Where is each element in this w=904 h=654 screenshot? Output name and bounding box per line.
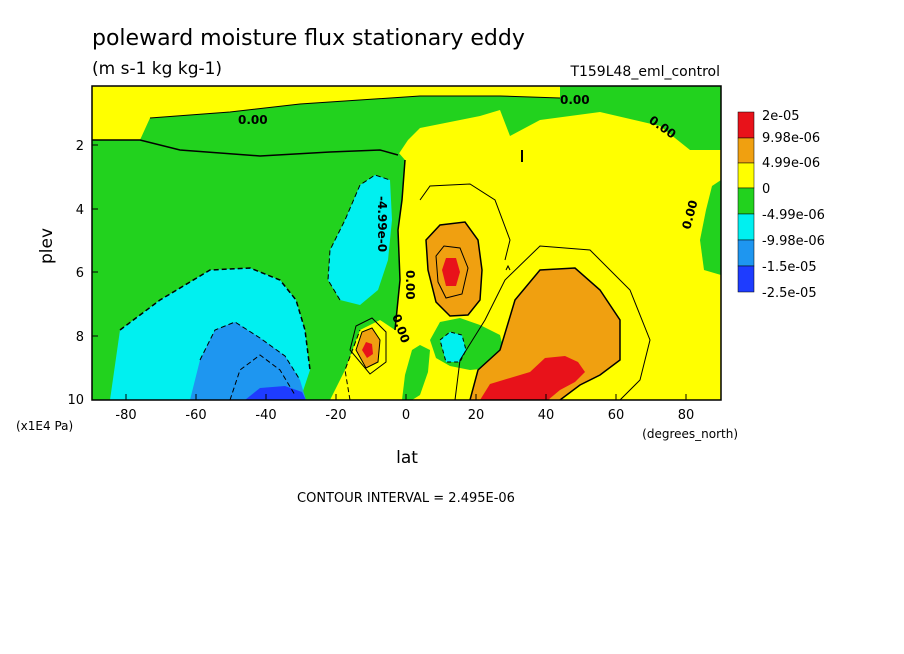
x-tick-label: 20 [468, 408, 485, 423]
y-tick-label: 8 [76, 330, 84, 345]
colorbar-swatch-green [737, 187, 755, 215]
contour-label: 0.00 [403, 270, 417, 300]
y-tick-label: 10 [67, 393, 84, 408]
fill-red-small [362, 342, 373, 358]
x-tick-label: 60 [608, 408, 625, 423]
colorbar-label: -2.5e-05 [762, 286, 817, 301]
x-axis-units: (degrees_north) [642, 427, 738, 441]
y-tick-label: 2 [76, 139, 84, 154]
y-tick-label: 4 [76, 203, 84, 218]
colorbar-label: -1.5e-05 [762, 260, 817, 275]
contour-label: -4.99e-0 [375, 196, 389, 252]
x-tick-label: -60 [185, 408, 206, 423]
x-tick-label: -80 [115, 408, 136, 423]
colorbar-swatch-lightblue [737, 239, 755, 267]
y-tick-labels: 2 4 6 8 10 [67, 139, 84, 408]
dataset-label: T159L48_eml_control [569, 64, 720, 80]
fill-red-upper [442, 258, 460, 286]
colorbar-label: -9.98e-06 [762, 234, 825, 249]
fill-orange-lower [470, 268, 620, 400]
fill-blue-dark [245, 386, 306, 400]
colorbar-swatch-orange [737, 137, 755, 164]
fill-cyan-center [440, 332, 466, 362]
colorbar-label: -4.99e-06 [762, 208, 825, 223]
colorbar-swatch-cyan [737, 213, 755, 241]
chart-units: (m s-1 kg kg-1) [92, 59, 222, 79]
y-tick-label: 6 [76, 266, 84, 281]
contour-lines [92, 95, 651, 400]
colorbar-label: 0 [762, 182, 770, 197]
colorbar: 2e-05 9.98e-06 4.99e-06 0 -4.99e-06 -9.9… [737, 109, 825, 301]
contour-label: 0.00 [238, 113, 268, 127]
fill-green-top-left [92, 86, 721, 156]
fill-green-center-tail [402, 345, 430, 400]
colorbar-label: 9.98e-06 [762, 131, 820, 146]
fill-cyan-upper [328, 175, 392, 305]
contour-interval-label: CONTOUR INTERVAL = 2.495E-06 [297, 491, 515, 506]
contour-field [92, 86, 721, 400]
x-tick-label: 0 [402, 408, 410, 423]
x-axis-label: lat [396, 448, 418, 468]
colorbar-swatch-red [737, 111, 755, 139]
x-tick-labels: -80 -60 -40 -20 0 20 40 60 80 [115, 408, 694, 423]
fill-blue-light [190, 322, 306, 400]
fill-red-lower [480, 356, 585, 400]
chart-title: poleward moisture flux stationary eddy [92, 26, 525, 51]
x-tick-label: -40 [255, 408, 276, 423]
colorbar-label: 4.99e-06 [762, 156, 820, 171]
y-axis-units: (x1E4 Pa) [16, 419, 73, 433]
axis-ticks [92, 144, 687, 400]
x-tick-label: 40 [538, 408, 555, 423]
fill-green-right-edge [700, 180, 721, 275]
contour-label: 0.00 [560, 93, 590, 107]
colorbar-label: 2e-05 [762, 109, 800, 124]
x-tick-label: 80 [678, 408, 695, 423]
y-axis-label: plev [37, 228, 57, 264]
colorbar-swatch-blue [737, 265, 755, 293]
x-tick-label: -20 [325, 408, 346, 423]
colorbar-swatch-yellow [737, 162, 755, 189]
